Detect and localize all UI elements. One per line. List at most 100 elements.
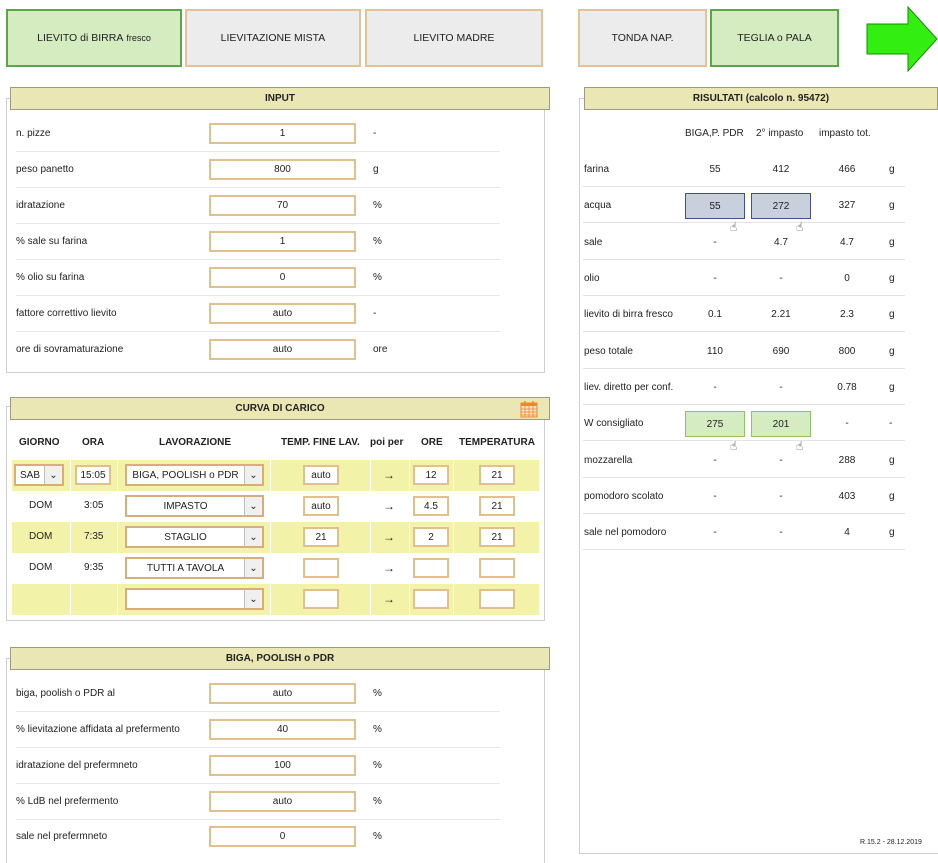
input-unit: - (373, 128, 377, 139)
w-impasto-value[interactable]: 201 (751, 411, 811, 437)
temperatura-input[interactable] (479, 558, 515, 578)
input-row-label: ore di sovramaturazione (16, 344, 124, 355)
col-header-secondo-impasto: 2° impasto (756, 128, 804, 139)
ora-text: 3:05 (84, 500, 104, 511)
input-unit: g (373, 164, 379, 175)
biga-field[interactable]: auto (209, 683, 356, 704)
result-tot-value: 2.3 (840, 309, 854, 320)
tab-label: LIEVITAZIONE MISTA (220, 32, 326, 44)
col-header-lavorazione: LAVORAZIONE (159, 437, 232, 448)
lavorazione-select[interactable]: ⌄ (125, 588, 264, 610)
biga-panel-title: BIGA, POOLISH o PDR (10, 647, 550, 670)
temperatura-input[interactable] (479, 589, 515, 609)
row-divider (16, 819, 500, 820)
chevron-down-icon[interactable]: ⌄ (244, 590, 262, 608)
giorno-select[interactable]: SAB ⌄ (14, 464, 64, 486)
input-field[interactable]: 70 (209, 195, 356, 216)
lavorazione-value: TUTTI A TAVOLA (146, 562, 225, 574)
temp-fine-input[interactable] (303, 558, 339, 578)
lavorazione-select[interactable]: BIGA, POOLISH o PDR ⌄ (125, 464, 264, 486)
temp-fine-input[interactable]: auto (303, 496, 339, 516)
giorno-text: DOM (29, 500, 53, 511)
ore-input[interactable]: 4.5 (413, 496, 449, 516)
input-field[interactable]: 1 (209, 231, 356, 252)
tab-lievitazione-mista[interactable]: LIEVITAZIONE MISTA (185, 9, 361, 67)
tab-label: TONDA NAP. (611, 32, 674, 44)
row-divider (16, 259, 500, 260)
result-unit: g (889, 455, 895, 466)
biga-row-label: sale nel prefermneto (16, 831, 108, 842)
row-divider (16, 223, 500, 224)
chevron-down-icon[interactable]: ⌄ (44, 466, 62, 484)
result-biga-value: - (713, 382, 717, 393)
row-divider (583, 513, 905, 514)
temp-fine-input[interactable]: 21 (303, 527, 339, 547)
curva-row (12, 584, 539, 615)
temperatura-input[interactable]: 21 (479, 465, 515, 485)
temperatura-input[interactable]: 21 (479, 496, 515, 516)
cell-divider (370, 584, 371, 615)
arrow-right-icon: → (383, 468, 395, 482)
ore-input[interactable] (413, 589, 449, 609)
cell-divider (270, 553, 271, 584)
biga-unit: % (373, 724, 382, 735)
chevron-down-icon[interactable]: ⌄ (244, 559, 262, 577)
chevron-down-icon[interactable]: ⌄ (244, 466, 262, 484)
result-unit: g (889, 491, 895, 502)
curva-title-text: CURVA DI CARICO (235, 403, 325, 414)
ora-input[interactable]: 15:05 (75, 465, 111, 485)
col-header-temp-fine: TEMP. FINE LAV. (281, 437, 360, 448)
lavorazione-select[interactable]: STAGLIO ⌄ (125, 526, 264, 548)
biga-field[interactable]: auto (209, 791, 356, 812)
cell-divider (270, 522, 271, 553)
input-field[interactable]: 0 (209, 267, 356, 288)
row-divider (16, 151, 500, 152)
input-field[interactable]: 1 (209, 123, 356, 144)
result-impasto-value: - (779, 527, 783, 538)
input-row-label: fattore correttivo lievito (16, 308, 117, 319)
acqua-biga-value[interactable]: 55 (685, 193, 745, 219)
input-field[interactable]: auto (209, 303, 356, 324)
lavorazione-value: STAGLIO (164, 531, 207, 543)
temp-fine-input[interactable]: auto (303, 465, 339, 485)
cell-divider (409, 522, 410, 553)
ora-text: 9:35 (84, 562, 104, 573)
biga-field[interactable]: 0 (209, 826, 356, 847)
input-field[interactable]: auto (209, 339, 356, 360)
risultati-panel-title: RISULTATI (calcolo n. 95472) (584, 87, 938, 110)
temp-fine-input[interactable] (303, 589, 339, 609)
cell-divider (453, 553, 454, 584)
biga-field[interactable]: 40 (209, 719, 356, 740)
temperatura-input[interactable]: 21 (479, 527, 515, 547)
acqua-impasto-value[interactable]: 272 (751, 193, 811, 219)
chevron-down-icon[interactable]: ⌄ (244, 497, 262, 515)
ore-input[interactable]: 12 (413, 465, 449, 485)
chevron-down-icon[interactable]: ⌄ (244, 528, 262, 546)
row-divider (583, 259, 905, 260)
lavorazione-select[interactable]: TUTTI A TAVOLA ⌄ (125, 557, 264, 579)
lavorazione-select[interactable]: IMPASTO ⌄ (125, 495, 264, 517)
ore-input[interactable] (413, 558, 449, 578)
col-header-ore: ORE (421, 437, 443, 448)
row-divider (583, 186, 905, 187)
calendar-icon[interactable] (520, 400, 538, 418)
tab-tonda-nap[interactable]: TONDA NAP. (578, 9, 707, 67)
tab-lievito-birra[interactable]: LIEVITO di BIRRA fresco (6, 9, 182, 67)
biga-unit: % (373, 688, 382, 699)
result-impasto-value: 4.7 (774, 237, 788, 248)
result-impasto-value: 690 (772, 346, 790, 357)
input-field[interactable]: 800 (209, 159, 356, 180)
result-biga-value: - (713, 273, 717, 284)
result-biga-value: 55 (709, 164, 721, 175)
result-row-label: olio (584, 273, 600, 284)
result-biga-value: - (713, 491, 717, 502)
ora-text: 7:35 (84, 531, 104, 542)
ore-input[interactable]: 2 (413, 527, 449, 547)
tab-lievito-madre[interactable]: LIEVITO MADRE (365, 9, 543, 67)
input-unit: % (373, 272, 382, 283)
tab-teglia-pala[interactable]: TEGLIA o PALA (710, 9, 839, 67)
cell-divider (270, 460, 271, 491)
next-arrow-icon[interactable] (866, 6, 938, 72)
w-biga-value[interactable]: 275 (685, 411, 745, 437)
biga-field[interactable]: 100 (209, 755, 356, 776)
